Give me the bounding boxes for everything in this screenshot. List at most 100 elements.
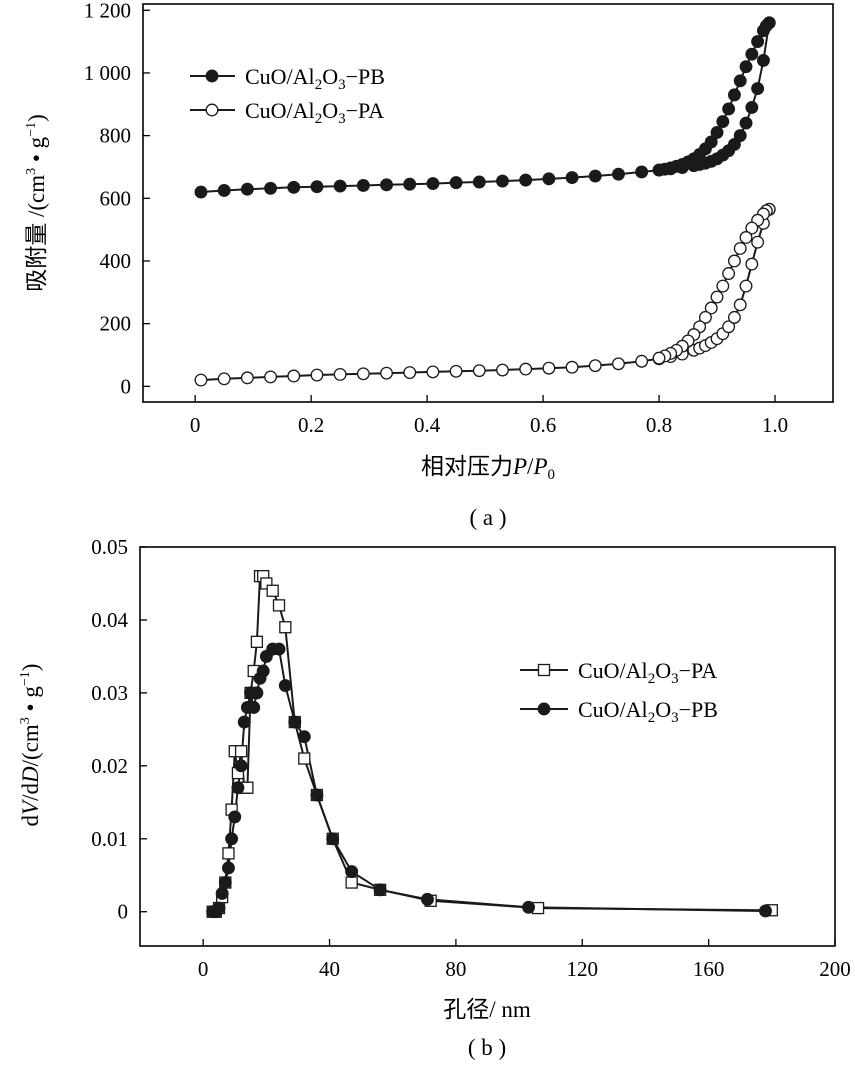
panel-a-series-0-adsorption-point <box>542 172 556 186</box>
x-tick-label: 40 <box>319 957 340 981</box>
panel-b-series-1-point <box>421 892 434 906</box>
panel-b-ticks: 0 40 80 120 160 200 0 0.01 0.02 0.03 0.04 0.05 <box>91 535 851 981</box>
panel-a-series-1-desorption-point <box>745 221 759 235</box>
panel-a-series-1-adsorption-point <box>745 257 759 271</box>
panel-a-series-1-adsorption-point <box>588 359 602 373</box>
x-tick-label: 80 <box>445 957 466 981</box>
panel-a-series-0-adsorption-point <box>745 100 759 114</box>
panel-a-series-0-adsorption-point <box>588 169 602 183</box>
panel-a-series-1-adsorption-point <box>635 354 649 368</box>
panel-b-series-0-point <box>260 577 273 590</box>
panel-a-series-0-adsorption-point <box>217 184 231 197</box>
panel-a-caption: ( a ) <box>469 505 506 530</box>
y-tick-label: 0.03 <box>91 681 128 705</box>
y-tick-label: 600 <box>100 186 132 210</box>
panel-a-series-0-adsorption-point <box>519 173 533 187</box>
panel-a-series-0-desorption-point <box>739 60 753 74</box>
panel-b-series-1-point <box>345 865 359 879</box>
legend-marker-pa <box>205 103 219 117</box>
panel-a-series-0-adsorption-point <box>739 116 753 130</box>
panel-a-series-1-adsorption-point <box>426 365 440 379</box>
y-tick-label: 0.01 <box>91 827 128 851</box>
panel-b-series-1-point <box>297 730 311 744</box>
x-tick-label: 0 <box>190 413 201 437</box>
panel-a-series-0-adsorption-point <box>426 177 440 191</box>
panel-a-series-1-adsorption-point <box>264 370 278 384</box>
panel-b-legend: CuO/Al2O3−PA CuO/Al2O3−PB <box>520 658 718 726</box>
y-tick-label: 0 <box>118 900 129 924</box>
panel-a-series-1-desorption-point <box>739 231 753 244</box>
panel-b-series-1-point <box>759 904 772 918</box>
x-tick-label: 0.2 <box>298 413 324 437</box>
panel-a-series-0-adsorption-point <box>240 182 254 196</box>
panel-a-series-1-adsorption-point <box>194 373 208 387</box>
panel-b-plot-frame <box>139 546 836 947</box>
legend-marker-pb-b <box>537 702 551 716</box>
panel-a-series-0-desorption-point <box>716 115 730 128</box>
panel-b-series-0-point <box>266 584 279 597</box>
panel-a-series-1-desorption-point <box>704 301 718 315</box>
panel-a-series-0-desorption-point <box>652 163 666 177</box>
panel-a-series-1-adsorption-point <box>240 371 254 385</box>
panel-a-series-1-adsorption-point <box>751 235 765 249</box>
panel-a-series-0-adsorption-point <box>403 177 417 191</box>
panel-a-series-1-adsorption-point <box>519 362 533 376</box>
panel-b-series-1-point <box>225 832 239 846</box>
legend-marker-pb <box>205 69 219 83</box>
panel-a-series-1-desorption-point <box>652 351 666 365</box>
panel-a-series-0-adsorption-point <box>496 174 509 188</box>
panel-b-series-1-point <box>373 883 387 897</box>
panel-a-series-0-adsorption-point <box>310 180 324 194</box>
panel-a-series-0-adsorption-point <box>333 179 347 193</box>
panel-a-ticks: 0 0.2 0.4 0.6 0.8 1.0 0 200 400 600 800 1 000 1 200 <box>84 0 788 437</box>
panel-b-series-0-point <box>250 635 264 648</box>
legend-label-pb-b: CuO/Al2O3−PB <box>578 697 718 726</box>
panel-b-series-1-point <box>310 788 324 802</box>
panel-a-series-1-adsorption-point <box>449 364 463 378</box>
legend-label-pa-b: CuO/Al2O3−PA <box>578 658 717 687</box>
panel-a-series-0-adsorption-point <box>756 53 770 67</box>
y-tick-label: 400 <box>100 249 132 273</box>
panel-a-series-0-desorption-point <box>751 35 765 49</box>
panel-a-series-0-desorption-point <box>745 47 759 61</box>
legend-label-pa: CuO/Al2O3−PA <box>245 98 384 127</box>
x-tick-label: 160 <box>693 957 725 981</box>
x-tick-label: 120 <box>567 957 599 981</box>
y-tick-label: 0.02 <box>91 754 128 778</box>
panel-b-series-0-point <box>222 847 235 860</box>
panel-b-series-0-point <box>234 745 248 758</box>
panel-a-series-0-adsorption-point <box>565 171 579 185</box>
panel-a-series-1-adsorption-point <box>739 279 753 293</box>
panel-b-series-1-point <box>256 664 270 678</box>
panel-a-series-0-adsorption-point <box>727 137 741 151</box>
panel-b-series-1-point <box>250 686 264 700</box>
panel-b-series-0-point <box>279 621 292 634</box>
panel-a-series-0-adsorption-point <box>264 181 278 195</box>
panel-a-series-1-adsorption-point <box>333 367 347 381</box>
x-tick-label: 0.6 <box>530 413 556 437</box>
panel-b-series-1-point <box>522 900 536 914</box>
panel-b-y-axis-label: dV/dD/(cm3 • g−1) <box>18 664 43 827</box>
panel-b-series-1-point <box>231 781 245 795</box>
panel-a-series-0-adsorption-point <box>635 165 649 179</box>
panel-a-series-0-adsorption-point <box>751 82 765 96</box>
legend-marker-pa-b <box>537 663 551 677</box>
panel-a-series-1-adsorption-point <box>722 320 736 334</box>
panel-a-series-1-desorption-point <box>710 290 724 304</box>
panel-a-series-1-adsorption-point <box>542 361 556 375</box>
y-tick-label: 800 <box>100 124 132 148</box>
panel-b-series-1-line <box>212 648 766 913</box>
panel-a-series-0-desorption-point <box>710 126 724 139</box>
panel-b-series-0-line <box>212 575 772 913</box>
panel-a-series-1-adsorption-point <box>733 298 747 312</box>
legend-label-pb: CuO/Al2O3−PB <box>245 64 385 93</box>
x-tick-label: 1.0 <box>762 413 788 437</box>
panel-a-series-0-adsorption-point <box>380 178 393 192</box>
panel-b-caption: ( b ) <box>468 1035 506 1060</box>
y-tick-label: 0 <box>121 374 132 398</box>
panel-a-series-1-adsorption-point <box>727 310 741 324</box>
panel-b-markers <box>206 570 778 919</box>
panel-a-series-0-desorption-point <box>756 24 770 38</box>
